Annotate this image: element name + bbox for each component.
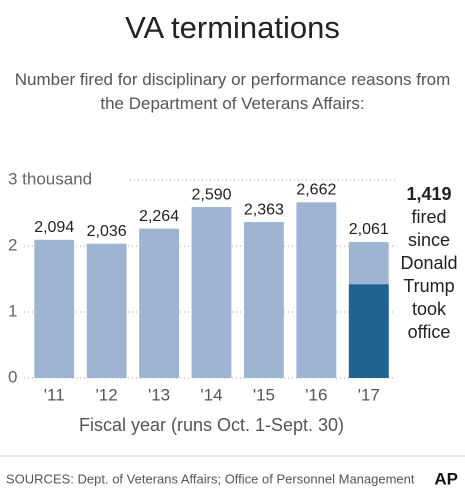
value-label: 2,094 <box>34 219 74 236</box>
x-tick-label: '15 <box>253 385 275 404</box>
x-tick-label: '17 <box>358 385 380 404</box>
annotation-text: fired since Donald Trump took office <box>400 207 458 342</box>
bar <box>244 222 284 378</box>
x-tick-label: '14 <box>200 385 222 404</box>
annotation: 1,419 fired since Donald Trump took offic… <box>396 183 462 344</box>
label-bg <box>31 218 78 237</box>
bar <box>86 243 127 378</box>
x-axis-label: Fiscal year (runs Oct. 1-Sept. 30) <box>79 415 344 435</box>
label-bg <box>293 181 340 200</box>
bar <box>34 239 75 378</box>
y-tick-label: 3 thousand <box>8 169 92 188</box>
label-bg <box>136 207 183 226</box>
bar <box>191 207 232 378</box>
y-tick-label: 2 <box>8 235 17 254</box>
value-label: 2,036 <box>87 223 127 240</box>
subtitle: the Department of Veterans Affairs: <box>100 94 365 113</box>
value-label: 2,264 <box>139 208 179 225</box>
value-label: 2,662 <box>296 182 336 199</box>
label-bg <box>345 220 392 239</box>
credit: AP <box>434 469 458 488</box>
subtitle: Number fired for disciplinary or perform… <box>14 70 451 89</box>
value-label: 2,061 <box>349 221 389 238</box>
label-bg <box>188 186 235 205</box>
x-tick-label: '13 <box>148 385 170 404</box>
value-label: 2,363 <box>244 201 284 218</box>
y-tick-label: 1 <box>8 301 17 320</box>
chart-title: VA terminations <box>125 10 340 45</box>
label-bg <box>83 222 130 241</box>
annotation-value: 1,419 <box>406 184 452 204</box>
value-label: 2,590 <box>191 186 231 203</box>
label-bg <box>240 201 287 220</box>
y-tick-label: 0 <box>8 367 17 386</box>
bar <box>139 228 179 378</box>
bar <box>348 284 389 378</box>
x-tick-label: '16 <box>305 385 327 404</box>
source: SOURCES: Dept. of Veterans Affairs; Offi… <box>6 471 415 486</box>
bar <box>296 202 337 378</box>
x-tick-label: '11 <box>44 385 65 404</box>
x-tick-label: '12 <box>96 385 118 404</box>
